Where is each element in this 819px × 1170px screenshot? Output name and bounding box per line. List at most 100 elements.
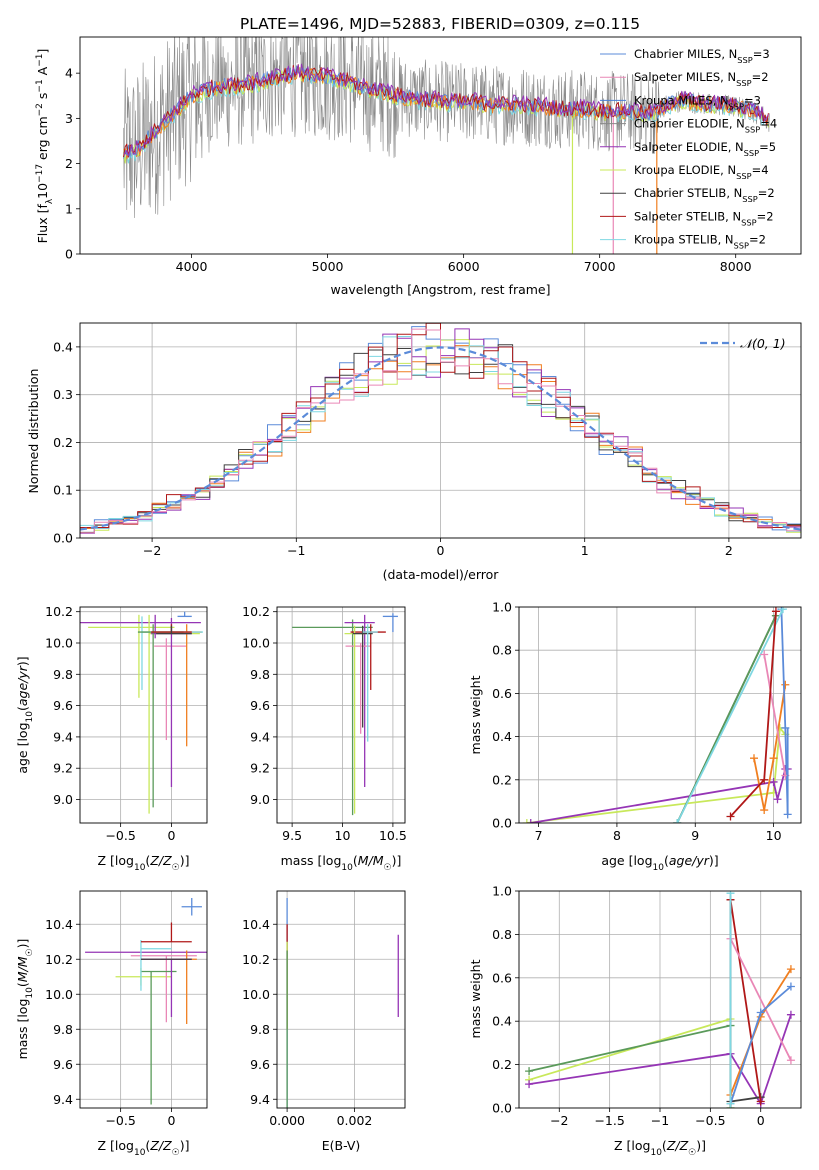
label-part: mass [log (281, 853, 342, 868)
x-tick-label: 7 (535, 828, 543, 843)
y-tick-label: 0.4 (492, 729, 512, 744)
y-tick-label: 10.0 (45, 636, 73, 651)
panel-mass-vs-Z: −0.5 09.49.69.810.010.210.4Z [log10(Z/Z☉)… (15, 890, 208, 1158)
weight-series (528, 1014, 792, 1105)
weight-series (763, 654, 787, 776)
label-part: ☉ (172, 863, 180, 873)
y-tick-label: 0.2 (492, 1057, 512, 1072)
y-tick-label: 0.8 (492, 643, 512, 658)
label-part: Z [log (614, 1138, 650, 1153)
x-tick-label: −2 (550, 1113, 568, 1128)
x-tick-label: 0 (757, 1113, 765, 1128)
y-tick-label: 0.0 (53, 531, 73, 546)
panel-age-vs-Z: −0.5 09.09.29.49.69.810.010.2Z [log10(Z/Z… (15, 604, 208, 873)
label-part: =2 (757, 209, 774, 223)
model-spectrum (123, 64, 769, 158)
weight-marker (769, 754, 778, 763)
label-part: Salpeter ELODIE, N (634, 140, 744, 154)
weight-marker (778, 607, 787, 614)
weight-marker (786, 982, 795, 991)
y-tick-label: 10.0 (242, 636, 270, 651)
figure-title: PLATE=1496, MJD=52883, FIBERID=0309, z=0… (240, 15, 640, 33)
y-tick-label: 9.6 (250, 1057, 270, 1072)
label-part: SSP (734, 241, 749, 251)
label-part: SSP (729, 101, 744, 111)
panel-mass-vs-ebv: 0.000 0.002 9.4 9.6 9.8 10.0 10.2 10.4 E(B-V) (242, 890, 406, 1153)
y-tick-label: 10.4 (45, 917, 73, 932)
label-part: Kroupa ELODIE, N (634, 163, 736, 177)
legend-label: Salpeter MILES, NSSP=2 (634, 70, 769, 88)
label-part: age/yr (669, 853, 710, 868)
y-tick-label: 10.0 (242, 987, 270, 1002)
y-tick-label: 9.4 (53, 729, 73, 744)
label-part: Flux [f (35, 204, 50, 244)
x-tick-label: 10.5 (379, 828, 407, 843)
label-part: −17 (35, 164, 45, 183)
label-part: ☉ (172, 1148, 180, 1158)
y-tick-label: 0.8 (492, 927, 512, 942)
x-axis-label: E(B-V) (322, 1138, 361, 1153)
label-part: ( (353, 853, 358, 868)
label-part: )] (709, 853, 719, 868)
label-part: A (35, 66, 50, 79)
plot-area (519, 891, 801, 1108)
x-tick-label: 8 (613, 828, 621, 843)
weight-marker (726, 1099, 735, 1108)
x-tick-label: 10 (335, 828, 351, 843)
weight-marker (760, 806, 769, 815)
label-part: s (35, 93, 50, 104)
label-part: 10 (341, 863, 353, 873)
label-part: Z/Z (666, 1138, 689, 1153)
x-axis-label: Z [log10(Z/Z☉)] (98, 1138, 190, 1158)
x-tick-label: 10 (766, 828, 782, 843)
x-axis-label: (data-model)/error (383, 567, 500, 582)
y-tick-label: 10.0 (45, 987, 73, 1002)
label-part: ( (662, 1138, 667, 1153)
x-axis-label: age [log10(age/yr)] (601, 853, 718, 873)
x-tick-label: 5000 (312, 259, 344, 274)
plot-area (519, 607, 801, 823)
legend-label: Salpeter STELIB, NSSP=2 (634, 209, 774, 227)
panel-weight-vs-Z: −2 −1.5 −1 −0.5 0 0.0 0.2 0.4 0.6 0.8 1.0 Z [log10(… (468, 884, 802, 1158)
label-part: =5 (759, 140, 776, 154)
y-tick-label: 0.0 (492, 1101, 512, 1116)
weight-marker (760, 650, 769, 659)
x-tick-label: 0 (167, 828, 175, 843)
y-tick-label: 2 (65, 156, 73, 171)
model-spectrum (123, 66, 769, 164)
y-tick-label: 0.0 (492, 816, 512, 831)
label-part: =2 (749, 233, 766, 247)
label-part: SSP (744, 148, 759, 158)
legend-label: Kroupa STELIB, NSSP=2 (634, 233, 766, 251)
label-part: 10 (134, 1148, 146, 1158)
label-part: age [log (601, 853, 652, 868)
label-part: 10 (25, 711, 35, 723)
y-axis-label: mass weight (468, 959, 483, 1038)
y-tick-label: 4 (65, 66, 73, 81)
weight-marker (781, 680, 790, 689)
label-part: −1 (35, 79, 45, 92)
weight-marker (726, 812, 735, 821)
x-tick-label: −1.5 (594, 1113, 624, 1128)
y-tick-label: 1.0 (492, 600, 512, 615)
x-tick-label: 8000 (720, 259, 752, 274)
axes-frame (276, 890, 406, 1109)
x-tick-label: 9.5 (282, 828, 302, 843)
label-part: =4 (760, 117, 777, 131)
label-part: Z/Z (149, 853, 172, 868)
label-part: Salpeter MILES, N (634, 70, 736, 84)
label-part: )] (15, 656, 30, 666)
x-tick-label: −0.5 (695, 1113, 725, 1128)
plot-area (80, 323, 801, 538)
y-tick-label: 1.0 (492, 884, 512, 899)
y-tick-label: 1 (65, 201, 73, 216)
x-tick-label: 4000 (176, 259, 208, 274)
weight-marker (786, 965, 795, 974)
weight-marker (525, 1080, 534, 1089)
label-part: Salpeter STELIB, N (634, 209, 741, 223)
label-part: age [log (15, 722, 30, 773)
label-part: )] (180, 1138, 190, 1153)
x-axis-label: wavelength [Angstrom, rest frame] (330, 282, 550, 297)
